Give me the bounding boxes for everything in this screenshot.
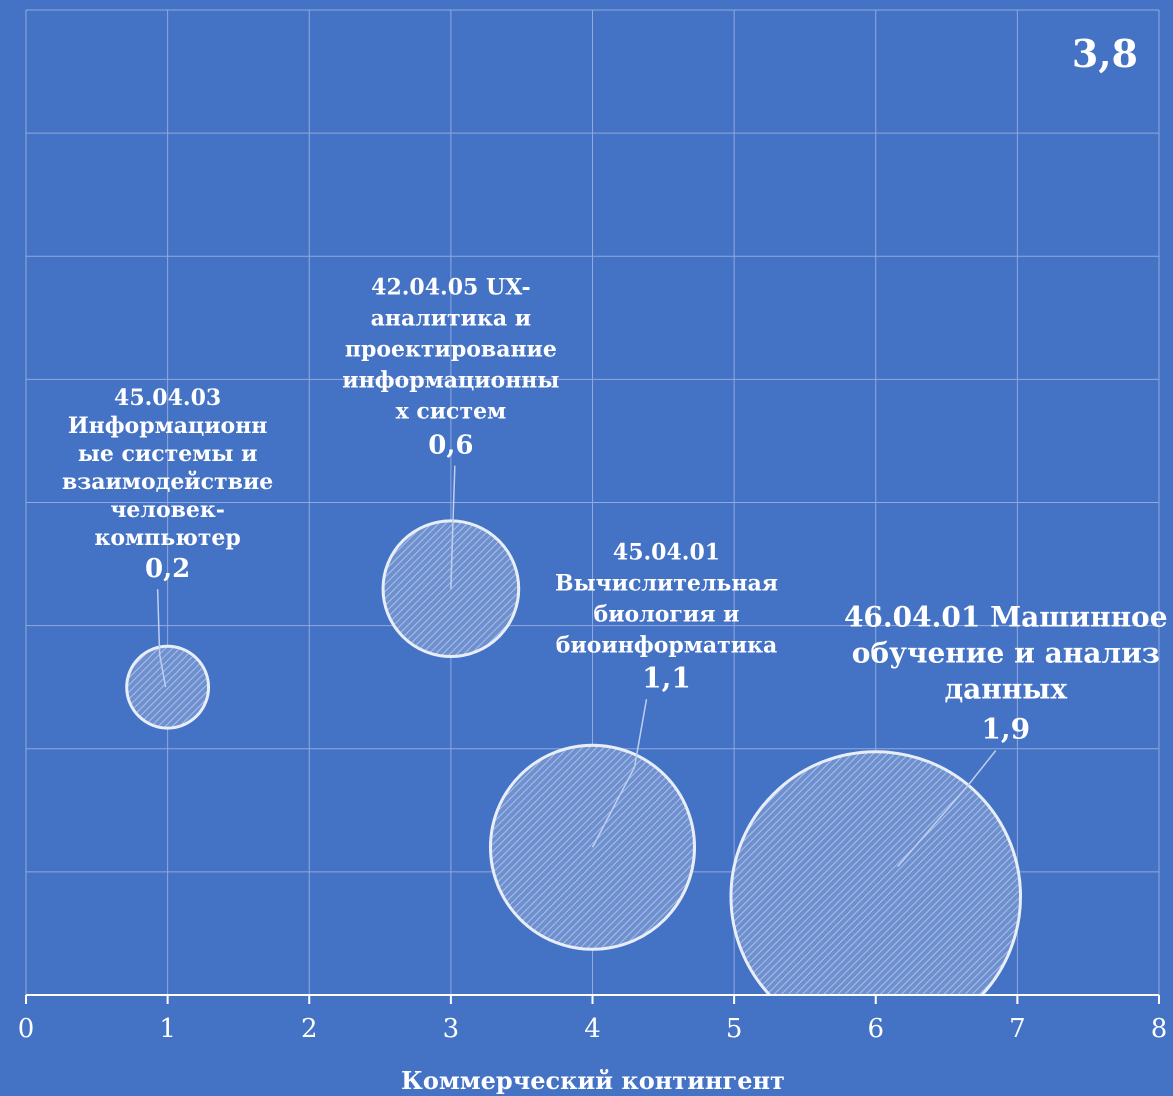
bubble-label-line: обучение и анализ — [852, 637, 1160, 670]
x-tick-label-7: 7 — [1009, 1014, 1026, 1044]
bubble-value-2: 0,6 — [428, 431, 473, 461]
leader-line-4 — [897, 750, 997, 867]
bubble-label-line: 42.04.05 UX- — [371, 275, 530, 301]
leader-line-2 — [450, 465, 456, 589]
leader-line-3 — [591, 699, 648, 848]
x-tick-label-2: 2 — [301, 1014, 318, 1044]
bubble-label-3: 45.04.01 Вычислительная биология и биоинфор… — [555, 539, 778, 658]
leader-lines — [156, 465, 997, 867]
x-tick-label-6: 6 — [867, 1014, 884, 1044]
bubble-label-2: 42.04.05 UX-аналитика и проектирование инф… — [342, 275, 559, 425]
gridlines — [25, 9, 1160, 996]
bubble-label-line: 45.04.03 — [114, 385, 221, 411]
bubble-label-line: компьютер — [94, 525, 240, 551]
bubble-value-3: 1,1 — [642, 661, 691, 694]
bubble-label-line: аналитика и — [371, 306, 532, 332]
x-tick-label-0: 0 — [18, 1014, 35, 1044]
x-axis-title: Коммерческий контингент — [401, 1066, 785, 1095]
x-tick-label-5: 5 — [726, 1014, 743, 1044]
x-tick-label-8: 8 — [1151, 1014, 1168, 1044]
x-tick-label-3: 3 — [443, 1014, 460, 1044]
bubble-label-1: 45.04.03 Информационн ые системы и взаимоде… — [62, 385, 273, 551]
x-axis: 0 1 2 3 4 5 6 7 8 — [18, 994, 1168, 1044]
bubble-value-4: 1,9 — [981, 713, 1030, 746]
bubble-value-1: 0,2 — [145, 554, 190, 584]
bubble-label-line: данных — [944, 673, 1067, 706]
bubble-label-line: Информационн — [68, 413, 268, 439]
bubble-label-4: 46.04.01 Машинное обучение и анализ данных — [844, 601, 1168, 706]
bubble-label-line: взаимодействие — [62, 469, 273, 495]
bubble-label-line: человек- — [110, 497, 225, 523]
bubble-1 — [125, 644, 211, 730]
bubble-labels: 45.04.03 Информационн ые системы и взаимоде… — [62, 275, 1168, 746]
leader-line-1 — [156, 589, 167, 688]
bubble-label-line: 45.04.01 — [613, 539, 720, 565]
bubble-label-line: биоинформатика — [556, 632, 777, 658]
x-tick-label-1: 1 — [159, 1014, 176, 1044]
bubble-label-line: х систем — [396, 399, 507, 425]
bubble-4 — [729, 750, 1022, 995]
bubble-label-line: Вычислительная — [555, 570, 778, 596]
x-tick-label-4: 4 — [584, 1014, 601, 1044]
bubble-label-line: биология и — [594, 601, 740, 627]
corner-value-label: 3,8 — [1072, 31, 1138, 76]
bubble-label-line: 46.04.01 Машинное — [844, 601, 1168, 634]
bubbles — [125, 519, 1022, 995]
bubble-label-line: информационны — [342, 368, 559, 394]
bubble-label-line: ые системы и — [78, 441, 258, 467]
bubble-label-line: проектирование — [345, 337, 557, 363]
